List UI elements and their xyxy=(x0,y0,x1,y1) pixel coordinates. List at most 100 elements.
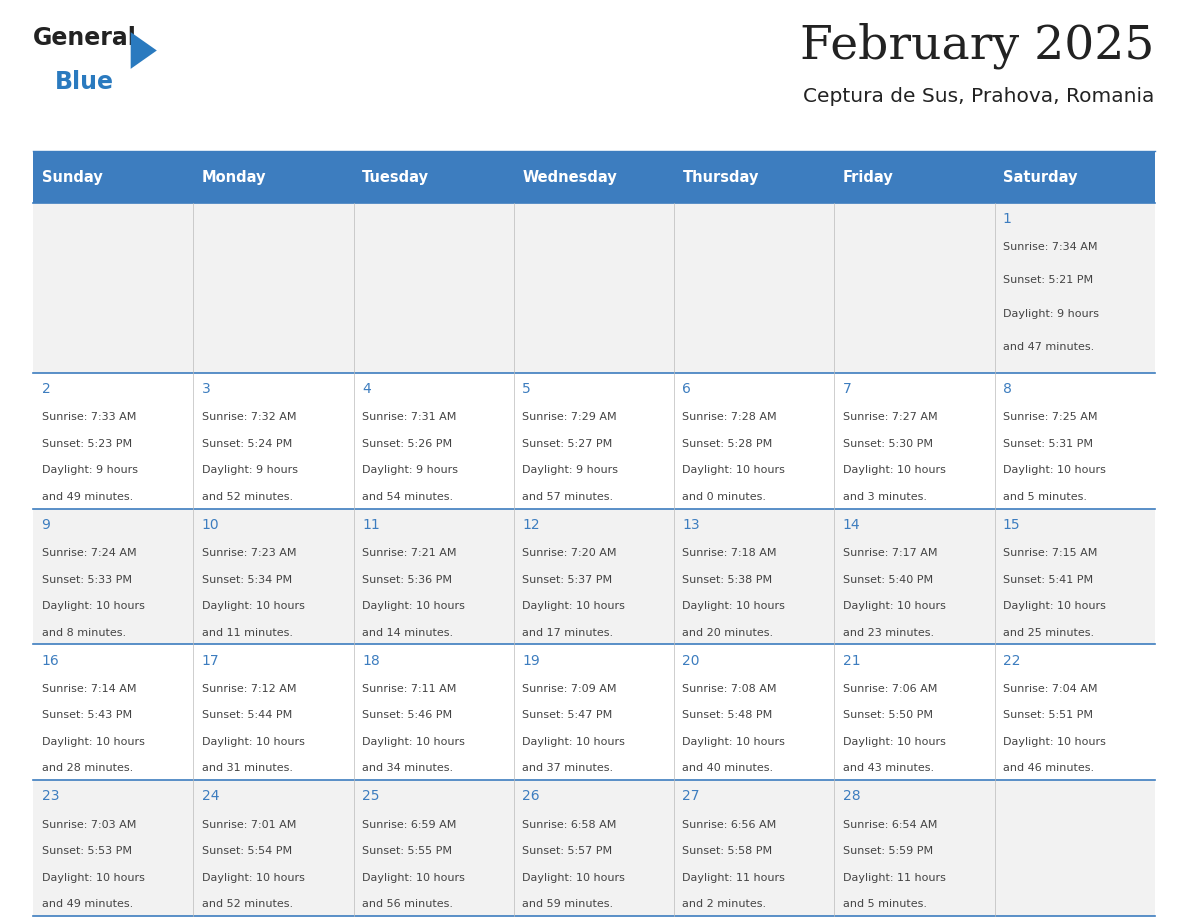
Text: Daylight: 10 hours: Daylight: 10 hours xyxy=(202,601,304,611)
Text: Daylight: 10 hours: Daylight: 10 hours xyxy=(1003,601,1106,611)
Text: Blue: Blue xyxy=(55,70,114,94)
Text: and 11 minutes.: and 11 minutes. xyxy=(202,628,292,637)
Text: Sunrise: 7:15 AM: Sunrise: 7:15 AM xyxy=(1003,548,1098,558)
Bar xyxy=(33,373,1155,509)
Text: and 2 minutes.: and 2 minutes. xyxy=(682,900,766,909)
Text: Daylight: 11 hours: Daylight: 11 hours xyxy=(682,873,785,883)
Text: Daylight: 9 hours: Daylight: 9 hours xyxy=(42,465,138,476)
Text: Daylight: 10 hours: Daylight: 10 hours xyxy=(362,601,465,611)
Text: 4: 4 xyxy=(362,382,371,396)
Text: 14: 14 xyxy=(842,518,860,532)
Text: 19: 19 xyxy=(523,654,541,667)
Text: Daylight: 11 hours: Daylight: 11 hours xyxy=(842,873,946,883)
Text: Daylight: 10 hours: Daylight: 10 hours xyxy=(682,465,785,476)
Text: Daylight: 10 hours: Daylight: 10 hours xyxy=(42,737,145,747)
Text: Daylight: 10 hours: Daylight: 10 hours xyxy=(1003,737,1106,747)
Text: Daylight: 10 hours: Daylight: 10 hours xyxy=(523,737,625,747)
Text: and 47 minutes.: and 47 minutes. xyxy=(1003,341,1094,352)
Text: Sunset: 5:23 PM: Sunset: 5:23 PM xyxy=(42,439,132,449)
Text: and 8 minutes.: and 8 minutes. xyxy=(42,628,126,637)
Text: Sunset: 5:57 PM: Sunset: 5:57 PM xyxy=(523,846,612,856)
Text: Sunset: 5:48 PM: Sunset: 5:48 PM xyxy=(682,711,772,721)
Text: and 28 minutes.: and 28 minutes. xyxy=(42,764,133,773)
Text: Sunset: 5:43 PM: Sunset: 5:43 PM xyxy=(42,711,132,721)
Text: 20: 20 xyxy=(682,654,700,667)
Text: and 52 minutes.: and 52 minutes. xyxy=(202,492,293,501)
Text: and 20 minutes.: and 20 minutes. xyxy=(682,628,773,637)
Text: 8: 8 xyxy=(1003,382,1012,396)
Text: Daylight: 10 hours: Daylight: 10 hours xyxy=(523,601,625,611)
Text: and 37 minutes.: and 37 minutes. xyxy=(523,764,613,773)
Text: Daylight: 10 hours: Daylight: 10 hours xyxy=(42,601,145,611)
Text: and 59 minutes.: and 59 minutes. xyxy=(523,900,613,909)
Text: Sunrise: 6:59 AM: Sunrise: 6:59 AM xyxy=(362,820,456,830)
Text: and 5 minutes.: and 5 minutes. xyxy=(1003,492,1087,501)
Text: Sunrise: 7:04 AM: Sunrise: 7:04 AM xyxy=(1003,684,1098,694)
Text: Sunset: 5:51 PM: Sunset: 5:51 PM xyxy=(1003,711,1093,721)
Text: 26: 26 xyxy=(523,789,539,803)
Text: 27: 27 xyxy=(682,789,700,803)
Text: Sunset: 5:34 PM: Sunset: 5:34 PM xyxy=(202,575,292,585)
Text: Sunset: 5:41 PM: Sunset: 5:41 PM xyxy=(1003,575,1093,585)
Text: Daylight: 10 hours: Daylight: 10 hours xyxy=(1003,465,1106,476)
Text: Sunset: 5:21 PM: Sunset: 5:21 PM xyxy=(1003,275,1093,285)
Text: Sunrise: 7:28 AM: Sunrise: 7:28 AM xyxy=(682,412,777,422)
Text: Sunset: 5:55 PM: Sunset: 5:55 PM xyxy=(362,846,451,856)
Text: Daylight: 10 hours: Daylight: 10 hours xyxy=(202,873,304,883)
Text: and 17 minutes.: and 17 minutes. xyxy=(523,628,613,637)
Text: Daylight: 10 hours: Daylight: 10 hours xyxy=(362,873,465,883)
Text: and 23 minutes.: and 23 minutes. xyxy=(842,628,934,637)
Bar xyxy=(674,151,834,203)
Text: Sunrise: 7:14 AM: Sunrise: 7:14 AM xyxy=(42,684,137,694)
Text: and 54 minutes.: and 54 minutes. xyxy=(362,492,453,501)
Text: 13: 13 xyxy=(682,518,700,532)
Text: Sunset: 5:36 PM: Sunset: 5:36 PM xyxy=(362,575,451,585)
Text: Sunrise: 7:01 AM: Sunrise: 7:01 AM xyxy=(202,820,296,830)
Text: 24: 24 xyxy=(202,789,220,803)
Text: and 52 minutes.: and 52 minutes. xyxy=(202,900,293,909)
Text: Friday: Friday xyxy=(842,170,893,185)
Polygon shape xyxy=(131,32,157,69)
Text: Daylight: 9 hours: Daylight: 9 hours xyxy=(523,465,618,476)
Text: Monday: Monday xyxy=(202,170,266,185)
Text: Sunset: 5:47 PM: Sunset: 5:47 PM xyxy=(523,711,613,721)
Text: Sunset: 5:38 PM: Sunset: 5:38 PM xyxy=(682,575,772,585)
Text: Sunrise: 7:09 AM: Sunrise: 7:09 AM xyxy=(523,684,617,694)
Text: and 40 minutes.: and 40 minutes. xyxy=(682,764,773,773)
Text: 21: 21 xyxy=(842,654,860,667)
Text: 28: 28 xyxy=(842,789,860,803)
Text: Sunrise: 7:21 AM: Sunrise: 7:21 AM xyxy=(362,548,456,558)
Bar xyxy=(194,151,354,203)
Text: Sunset: 5:40 PM: Sunset: 5:40 PM xyxy=(842,575,933,585)
Text: Sunset: 5:24 PM: Sunset: 5:24 PM xyxy=(202,439,292,449)
Text: Sunrise: 6:58 AM: Sunrise: 6:58 AM xyxy=(523,820,617,830)
Text: Sunrise: 7:25 AM: Sunrise: 7:25 AM xyxy=(1003,412,1098,422)
Text: and 34 minutes.: and 34 minutes. xyxy=(362,764,453,773)
Text: 15: 15 xyxy=(1003,518,1020,532)
Text: Sunset: 5:33 PM: Sunset: 5:33 PM xyxy=(42,575,132,585)
Text: Sunrise: 7:24 AM: Sunrise: 7:24 AM xyxy=(42,548,137,558)
Text: Sunset: 5:37 PM: Sunset: 5:37 PM xyxy=(523,575,612,585)
Text: Daylight: 10 hours: Daylight: 10 hours xyxy=(682,601,785,611)
Text: 1: 1 xyxy=(1003,212,1012,226)
Text: Sunrise: 7:32 AM: Sunrise: 7:32 AM xyxy=(202,412,296,422)
Text: Tuesday: Tuesday xyxy=(362,170,429,185)
Text: Daylight: 10 hours: Daylight: 10 hours xyxy=(842,601,946,611)
Text: Ceptura de Sus, Prahova, Romania: Ceptura de Sus, Prahova, Romania xyxy=(803,87,1155,106)
Text: 5: 5 xyxy=(523,382,531,396)
Text: and 25 minutes.: and 25 minutes. xyxy=(1003,628,1094,637)
Text: and 46 minutes.: and 46 minutes. xyxy=(1003,764,1094,773)
Text: 9: 9 xyxy=(42,518,50,532)
Text: Sunset: 5:28 PM: Sunset: 5:28 PM xyxy=(682,439,772,449)
Text: Sunset: 5:31 PM: Sunset: 5:31 PM xyxy=(1003,439,1093,449)
Text: 3: 3 xyxy=(202,382,210,396)
Text: Sunrise: 7:20 AM: Sunrise: 7:20 AM xyxy=(523,548,617,558)
Text: Sunrise: 7:08 AM: Sunrise: 7:08 AM xyxy=(682,684,777,694)
Text: Daylight: 10 hours: Daylight: 10 hours xyxy=(682,737,785,747)
Text: Sunrise: 7:27 AM: Sunrise: 7:27 AM xyxy=(842,412,937,422)
Text: and 49 minutes.: and 49 minutes. xyxy=(42,900,133,909)
Text: 25: 25 xyxy=(362,789,379,803)
Text: February 2025: February 2025 xyxy=(801,23,1155,70)
Text: Daylight: 10 hours: Daylight: 10 hours xyxy=(362,737,465,747)
Text: and 43 minutes.: and 43 minutes. xyxy=(842,764,934,773)
